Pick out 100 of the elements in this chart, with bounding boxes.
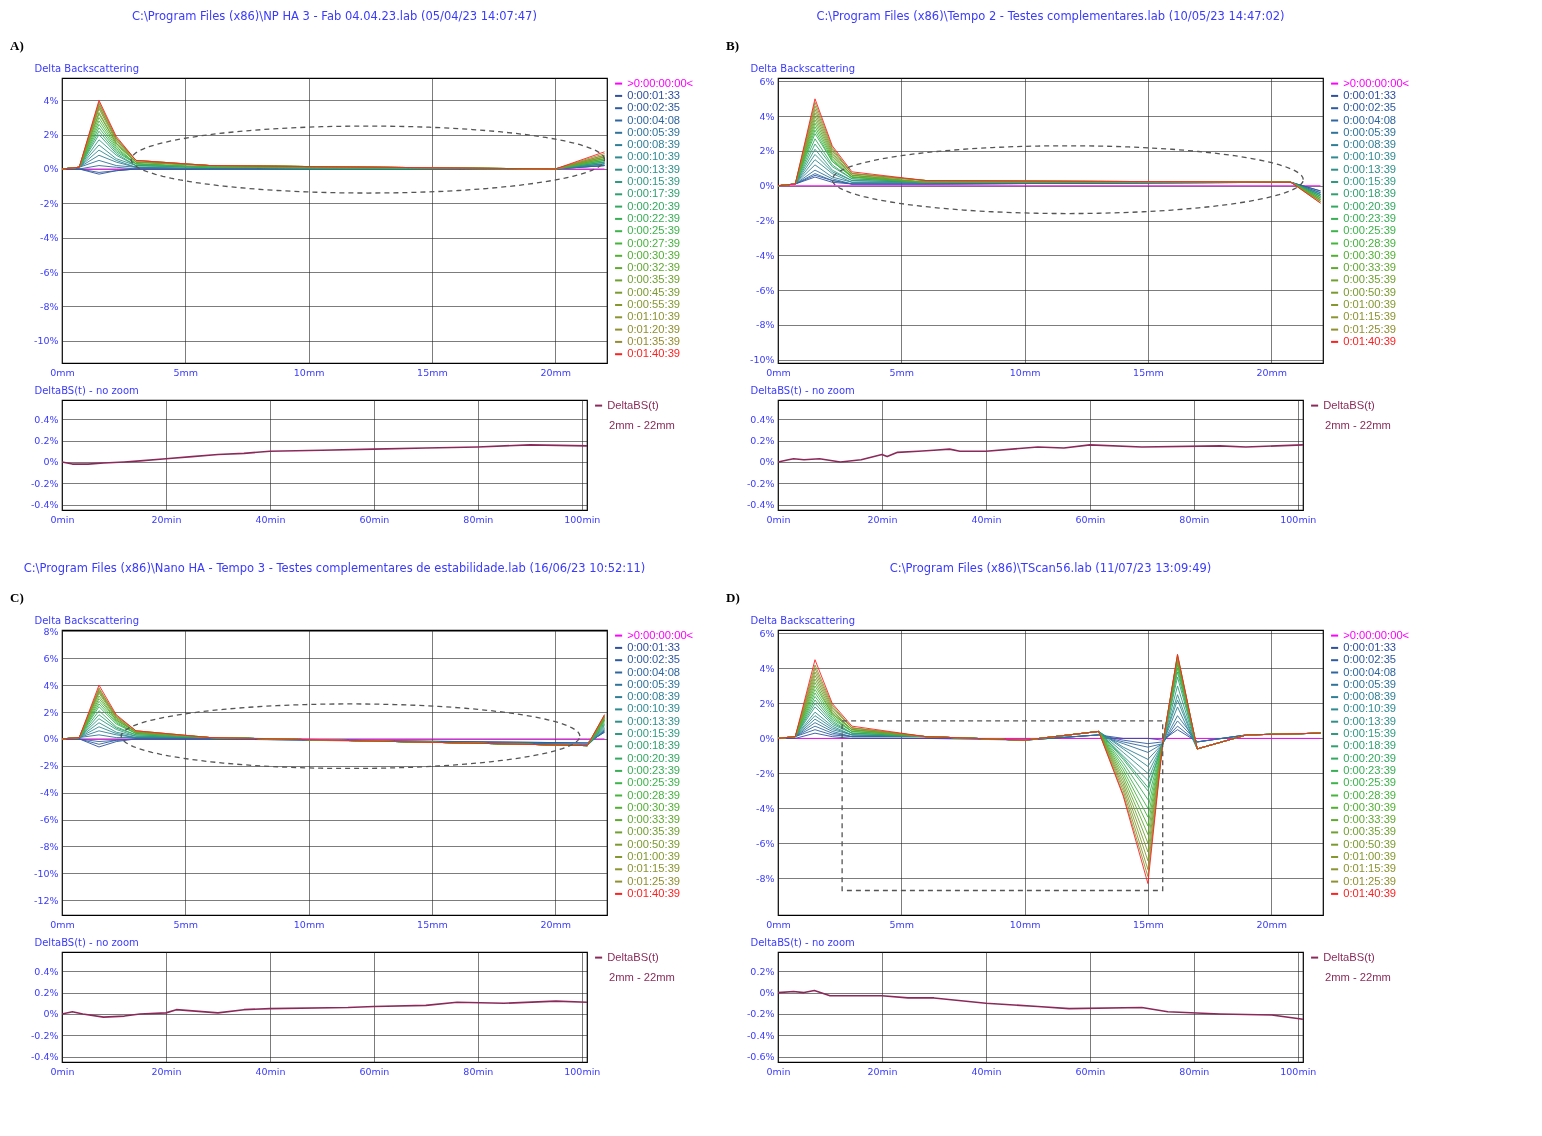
x-tick-label: 40min bbox=[971, 1065, 1002, 1077]
legend-label: 0:01:00:39 bbox=[627, 850, 681, 862]
legend-label: 0:00:15:39 bbox=[1343, 727, 1397, 739]
y-tick-label: -0.2% bbox=[30, 1029, 59, 1041]
y-tick-label: -4% bbox=[756, 802, 775, 814]
legend-label: 0:00:05:39 bbox=[1343, 125, 1397, 138]
y-axis-title: DeltaBS(t) - no zoom bbox=[34, 936, 139, 948]
y-axis-title: Delta Backscattering bbox=[34, 614, 140, 626]
x-tick-label: 0min bbox=[50, 513, 75, 525]
legend-label: DeltaBS(t) bbox=[1323, 950, 1376, 963]
y-tick-label: 6% bbox=[759, 628, 775, 639]
y-tick-label: -0.6% bbox=[746, 1051, 775, 1063]
y-axis-title: DeltaBS(t) - no zoom bbox=[34, 384, 139, 396]
x-tick-label: 100min bbox=[564, 513, 601, 525]
x-tick-label: 20mm bbox=[540, 366, 572, 378]
legend-label: 0:00:01:33 bbox=[1343, 88, 1397, 101]
y-tick-label: -6% bbox=[40, 814, 59, 826]
y-tick-label: -6% bbox=[756, 837, 775, 849]
legend-label: 0:00:35:39 bbox=[1343, 273, 1397, 286]
text: A) bbox=[10, 38, 24, 53]
y-tick-label: -4% bbox=[40, 787, 59, 799]
x-tick-label: 60min bbox=[1075, 1065, 1106, 1077]
x-tick-label: 40min bbox=[971, 513, 1002, 525]
legend-label: 0:01:25:39 bbox=[627, 874, 681, 887]
x-tick-label: 0min bbox=[50, 1065, 75, 1077]
text: 2mm - 22mm bbox=[1325, 419, 1391, 431]
y-tick-label: -0.2% bbox=[746, 477, 775, 489]
y-tick-label: -10% bbox=[33, 335, 59, 347]
legend-label: 0:01:15:39 bbox=[1343, 310, 1397, 323]
legend-label: 0:01:40:39 bbox=[1343, 886, 1397, 899]
x-tick-label: 10mm bbox=[1009, 366, 1041, 378]
y-tick-label: -0.2% bbox=[30, 477, 59, 489]
x-tick-label: 10mm bbox=[293, 918, 325, 930]
legend-label: 0:00:15:39 bbox=[1343, 175, 1397, 187]
legend-label: 0:00:28:39 bbox=[1343, 236, 1397, 249]
x-tick-label: 100min bbox=[564, 1065, 601, 1077]
y-tick-label: -6% bbox=[756, 284, 775, 296]
legend-label: 0:00:33:39 bbox=[1343, 261, 1397, 274]
text: 2mm - 22mm bbox=[609, 419, 675, 431]
legend-label: 0:01:20:39 bbox=[627, 322, 681, 335]
y-tick-label: 0% bbox=[43, 456, 59, 468]
y-tick-label: -4% bbox=[756, 249, 775, 261]
y-tick-label: -2% bbox=[40, 197, 59, 209]
legend-label: DeltaBS(t) bbox=[607, 950, 660, 963]
y-tick-label: -2% bbox=[756, 215, 775, 226]
x-tick-label: 5mm bbox=[173, 918, 199, 930]
legend-label: 0:01:00:39 bbox=[1343, 298, 1397, 310]
legend-label: DeltaBS(t) bbox=[607, 398, 660, 411]
legend-label: 0:00:18:39 bbox=[1343, 739, 1397, 752]
legend-label: >0:00:00:00< bbox=[627, 628, 694, 641]
chart-title: C:\Program Files (x86)\Nano HA - Tempo 3 - Testes complementares de estabilidade.lab (16/06/23 10:52:11) bbox=[23, 560, 646, 575]
legend-label: 0:00:27:39 bbox=[627, 236, 681, 249]
legend-label: 0:01:10:39 bbox=[627, 310, 681, 323]
y-axis-title: Delta Backscattering bbox=[34, 62, 140, 74]
legend-label: 0:00:23:39 bbox=[627, 763, 681, 776]
text: C) bbox=[10, 590, 24, 605]
chart-title: C:\Program Files (x86)\NP HA 3 - Fab 04.04.23.lab (05/04/23 14:07:47) bbox=[132, 8, 537, 23]
y-tick-label: 0% bbox=[43, 1008, 59, 1020]
y-tick-label: 0% bbox=[43, 163, 59, 175]
y-tick-label: 4% bbox=[759, 110, 775, 122]
legend-label: 0:00:23:39 bbox=[1343, 763, 1397, 776]
legend-label: 0:00:35:39 bbox=[627, 825, 681, 838]
legend-label: 0:00:55:39 bbox=[627, 298, 681, 310]
legend-label: 0:01:40:39 bbox=[627, 347, 681, 360]
y-tick-label: 0.4% bbox=[34, 413, 59, 425]
legend-label: 0:00:01:33 bbox=[627, 640, 681, 653]
x-tick-label: 80min bbox=[1179, 1065, 1210, 1077]
legend-label: 0:01:25:39 bbox=[1343, 322, 1397, 335]
legend-label: 0:00:45:39 bbox=[627, 285, 681, 298]
legend-label: 0:00:04:08 bbox=[1343, 665, 1397, 678]
legend-label: 0:00:20:39 bbox=[627, 751, 681, 764]
legend-label: 0:00:28:39 bbox=[1343, 788, 1397, 801]
y-tick-label: 4% bbox=[43, 94, 59, 106]
x-tick-label: 5mm bbox=[889, 918, 915, 930]
x-tick-label: 0mm bbox=[766, 918, 791, 930]
y-tick-label: 2% bbox=[43, 706, 59, 718]
y-tick-label: -12% bbox=[33, 894, 59, 906]
y-tick-label: -4% bbox=[40, 232, 59, 244]
legend-label: 0:00:10:39 bbox=[1343, 702, 1397, 715]
y-tick-label: 6% bbox=[43, 652, 59, 664]
legend-label: 0:00:05:39 bbox=[627, 125, 681, 138]
y-tick-label: 4% bbox=[43, 679, 59, 691]
x-tick-label: 15mm bbox=[1133, 366, 1164, 378]
legend-label: 0:00:10:39 bbox=[627, 150, 681, 163]
legend-label: 0:00:22:39 bbox=[627, 211, 681, 224]
legend-label: 0:00:08:39 bbox=[627, 138, 681, 151]
y-axis-title: DeltaBS(t) - no zoom bbox=[750, 936, 855, 948]
x-tick-label: 20min bbox=[867, 513, 898, 525]
y-tick-label: -2% bbox=[756, 767, 775, 779]
legend-label: 0:00:15:39 bbox=[627, 175, 681, 187]
x-tick-label: 60min bbox=[1075, 513, 1106, 525]
x-tick-label: 60min bbox=[359, 513, 390, 525]
y-tick-label: -0.2% bbox=[746, 1008, 775, 1020]
y-tick-label: -10% bbox=[33, 867, 59, 879]
x-tick-label: 80min bbox=[1179, 513, 1210, 525]
y-tick-label: 0.4% bbox=[34, 965, 59, 977]
x-tick-label: 15mm bbox=[417, 366, 448, 378]
legend-label: 0:00:23:39 bbox=[1343, 211, 1397, 224]
y-tick-label: 0% bbox=[759, 180, 775, 192]
legend-label: 0:01:40:39 bbox=[1343, 334, 1397, 347]
